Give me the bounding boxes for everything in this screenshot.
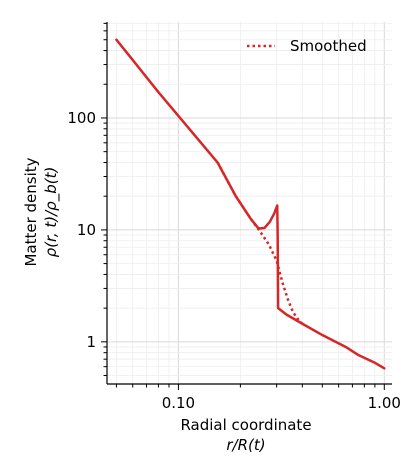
axes [106,22,392,385]
x-tick-label: 0.10 [162,394,195,412]
grid [107,22,392,384]
smoothed-density-line [216,161,304,325]
series-layer [115,38,386,370]
legend-label-smoothed: Smoothed [290,37,367,55]
legend: Smoothed [247,37,367,55]
y-axis-label-line1: Matter density [22,157,40,266]
ticks: 0.10 1.00 1 10 100 [67,22,401,412]
y-tick-label: 100 [67,109,96,127]
x-tick-label: 1.00 [368,394,401,412]
density-line [115,38,386,370]
x-axis-label-line2: r/R(t) [226,436,265,454]
y-tick-label: 10 [77,221,96,239]
x-axis-label-line1: Radial coordinate [180,416,311,434]
y-tick-label: 1 [86,333,96,351]
y-axis-label-line2: ρ(r, t)/ρ_b(t) [42,167,61,258]
